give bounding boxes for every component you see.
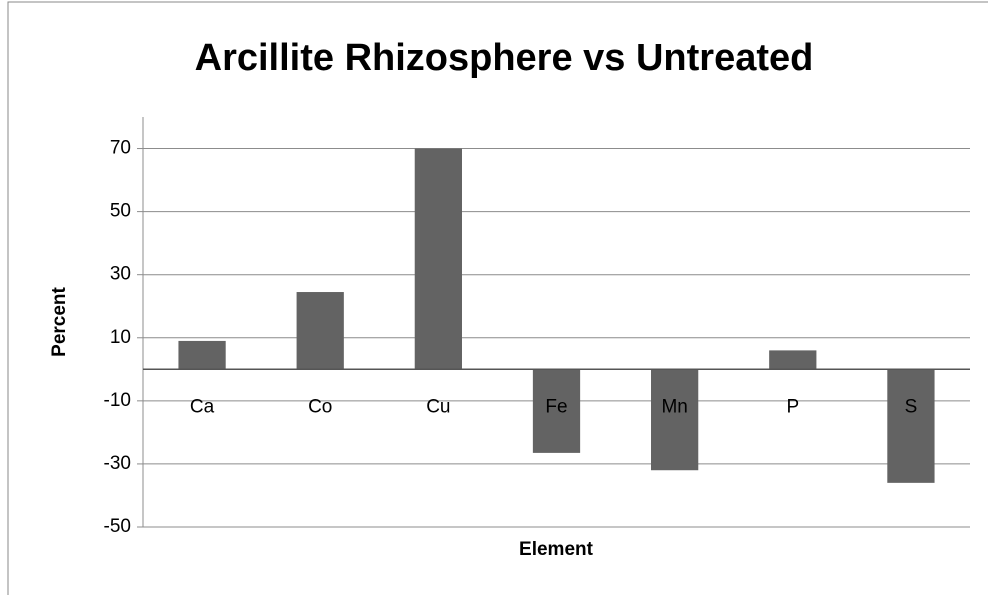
y-tick-label: -30: [104, 453, 131, 474]
y-axis-title: Percent: [49, 286, 70, 356]
x-tick-label: Co: [308, 396, 332, 417]
bar: [414, 148, 462, 370]
x-tick-label: P: [786, 396, 799, 417]
chart-border: [7, 1, 988, 595]
y-tick-label: 70: [110, 138, 131, 159]
bar: [651, 369, 699, 471]
bar: [178, 340, 226, 370]
x-tick-label: Mn: [661, 396, 687, 417]
chart-title: Arcillite Rhizosphere vs Untreated: [195, 37, 814, 79]
x-tick-label: Fe: [545, 396, 567, 417]
bar: [532, 369, 581, 453]
bar: [296, 292, 344, 370]
x-axis-title: Element: [519, 539, 594, 560]
y-tick-label: 30: [110, 264, 131, 285]
y-tick-label: -50: [104, 516, 131, 537]
bar: [769, 350, 817, 370]
bar: [887, 369, 935, 483]
x-tick-label: S: [905, 396, 918, 417]
y-tick-label: -10: [104, 390, 131, 411]
x-tick-label: Cu: [426, 396, 450, 417]
x-tick-label: Ca: [190, 396, 215, 417]
y-tick-label: 10: [110, 327, 131, 348]
y-tick-label: 50: [110, 201, 131, 222]
